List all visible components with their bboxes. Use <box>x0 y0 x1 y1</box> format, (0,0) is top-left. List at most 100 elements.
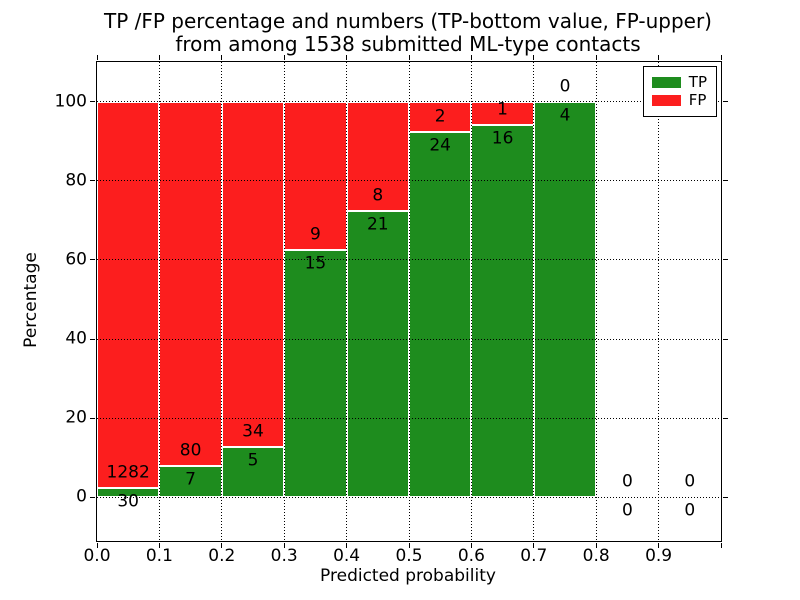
x-tick-mark <box>658 55 660 60</box>
tp-count-label: 21 <box>366 214 389 235</box>
tp-bar-segment <box>97 488 160 498</box>
x-axis-label: Predicted probability <box>320 566 496 586</box>
fp-legend-swatch <box>651 95 681 106</box>
y-tick-label: 40 <box>65 328 87 349</box>
x-tick-mark <box>158 543 160 548</box>
v-gridline <box>595 62 597 541</box>
x-tick-mark <box>595 55 597 60</box>
tp-count-label: 5 <box>247 450 259 471</box>
fp-bar-segment <box>284 101 347 251</box>
tp-legend-swatch <box>651 77 681 88</box>
x-tick-mark <box>470 543 472 548</box>
tp-bar-segment <box>409 132 472 498</box>
tp-count-label: 0 <box>684 500 696 521</box>
x-tick-mark <box>283 55 285 60</box>
plot-area: TP FP 1282 30 80 7 34 5 9 15 8 21 2 24 1 16 0 4 0 0 0 0 0 20 4… <box>55 55 728 565</box>
x-tick-mark <box>533 543 535 548</box>
x-tick-mark <box>221 55 223 60</box>
y-tick-mark <box>723 180 728 182</box>
v-gridline <box>658 62 660 541</box>
fp-bar-segment <box>159 101 222 466</box>
legend: TP FP <box>642 66 717 117</box>
tp-count-label: 15 <box>304 253 327 274</box>
x-tick-mark <box>720 543 722 548</box>
v-gridline <box>408 62 410 541</box>
v-gridline <box>221 62 223 541</box>
x-tick-mark <box>158 55 160 60</box>
chart-title-line1: TP /FP percentage and numbers (TP-bottom… <box>104 9 712 33</box>
legend-item-fp: FP <box>651 91 707 109</box>
x-tick-mark <box>595 543 597 548</box>
x-tick-label: 0.8 <box>582 546 610 566</box>
tp-count-label: 16 <box>491 128 514 149</box>
x-tick-label: 0.2 <box>208 546 236 566</box>
y-tick-mark <box>723 496 728 498</box>
fp-count-label: 2 <box>434 106 446 127</box>
fp-count-label: 1 <box>497 99 509 120</box>
x-tick-mark <box>96 55 98 60</box>
v-gridline <box>533 62 535 541</box>
y-tick-mark <box>723 338 728 340</box>
y-tick-label: 100 <box>54 91 87 112</box>
x-tick-mark <box>408 543 410 548</box>
fp-count-label: 34 <box>242 421 264 442</box>
fp-count-label: 8 <box>372 185 384 206</box>
fp-count-label: 1282 <box>106 462 150 483</box>
fp-legend-label: FP <box>688 91 707 109</box>
tp-bar-segment <box>346 210 409 498</box>
fp-count-label: 80 <box>179 440 202 461</box>
x-tick-mark <box>283 543 285 548</box>
y-tick-mark <box>90 101 95 103</box>
tp-bar-segment <box>159 465 222 498</box>
x-tick-label: 0.6 <box>457 546 485 566</box>
fp-bar-segment <box>346 101 409 211</box>
fp-bar-segment <box>471 101 534 125</box>
v-gridline <box>470 62 472 541</box>
y-tick-mark <box>723 259 728 261</box>
tp-count-label: 30 <box>117 491 140 512</box>
fp-bar-segment <box>221 101 285 447</box>
legend-item-tp: TP <box>651 75 707 90</box>
fp-bar-segment <box>97 101 160 489</box>
x-tick-label: 0.4 <box>333 546 361 566</box>
y-tick-mark <box>90 180 95 182</box>
x-tick-label: 0.9 <box>645 546 673 566</box>
x-tick-mark <box>658 543 660 548</box>
fp-count-label: 9 <box>309 224 321 245</box>
v-gridline <box>158 62 160 541</box>
x-tick-label: 0.7 <box>520 546 548 566</box>
y-tick-label: 80 <box>65 170 87 191</box>
y-tick-label: 0 <box>76 486 87 507</box>
x-tick-mark <box>346 543 348 548</box>
y-tick-label: 60 <box>65 249 87 270</box>
fp-count-label: 0 <box>621 471 633 492</box>
tp-bar-segment <box>471 124 534 498</box>
tp-count-label: 24 <box>429 135 452 156</box>
x-tick-label: 0.3 <box>270 546 298 566</box>
chart-title-line2: from among 1538 submitted ML-type contac… <box>175 32 641 56</box>
v-gridline <box>283 62 285 541</box>
x-tick-mark <box>720 55 722 60</box>
v-gridline <box>346 62 348 541</box>
tp-count-label: 0 <box>621 500 633 521</box>
x-tick-label: 0.5 <box>395 546 423 566</box>
y-tick-label: 20 <box>65 407 87 428</box>
tp-bar-segment <box>221 446 285 498</box>
x-tick-mark <box>346 55 348 60</box>
y-axis-label: Percentage <box>21 252 41 348</box>
tp-count-label: 4 <box>559 105 571 126</box>
y-tick-mark <box>90 496 95 498</box>
chart-title: TP /FP percentage and numbers (TP-bottom… <box>96 10 720 56</box>
fp-count-label: 0 <box>559 76 571 97</box>
fp-count-label: 0 <box>684 471 696 492</box>
tp-bar-segment <box>533 101 597 498</box>
x-tick-mark <box>533 55 535 60</box>
x-tick-mark <box>408 55 410 60</box>
x-tick-mark <box>221 543 223 548</box>
y-tick-mark <box>90 259 95 261</box>
tp-bar-segment <box>284 250 347 498</box>
x-tick-mark <box>96 543 98 548</box>
x-tick-mark <box>470 55 472 60</box>
x-tick-label: 0.0 <box>83 546 111 566</box>
